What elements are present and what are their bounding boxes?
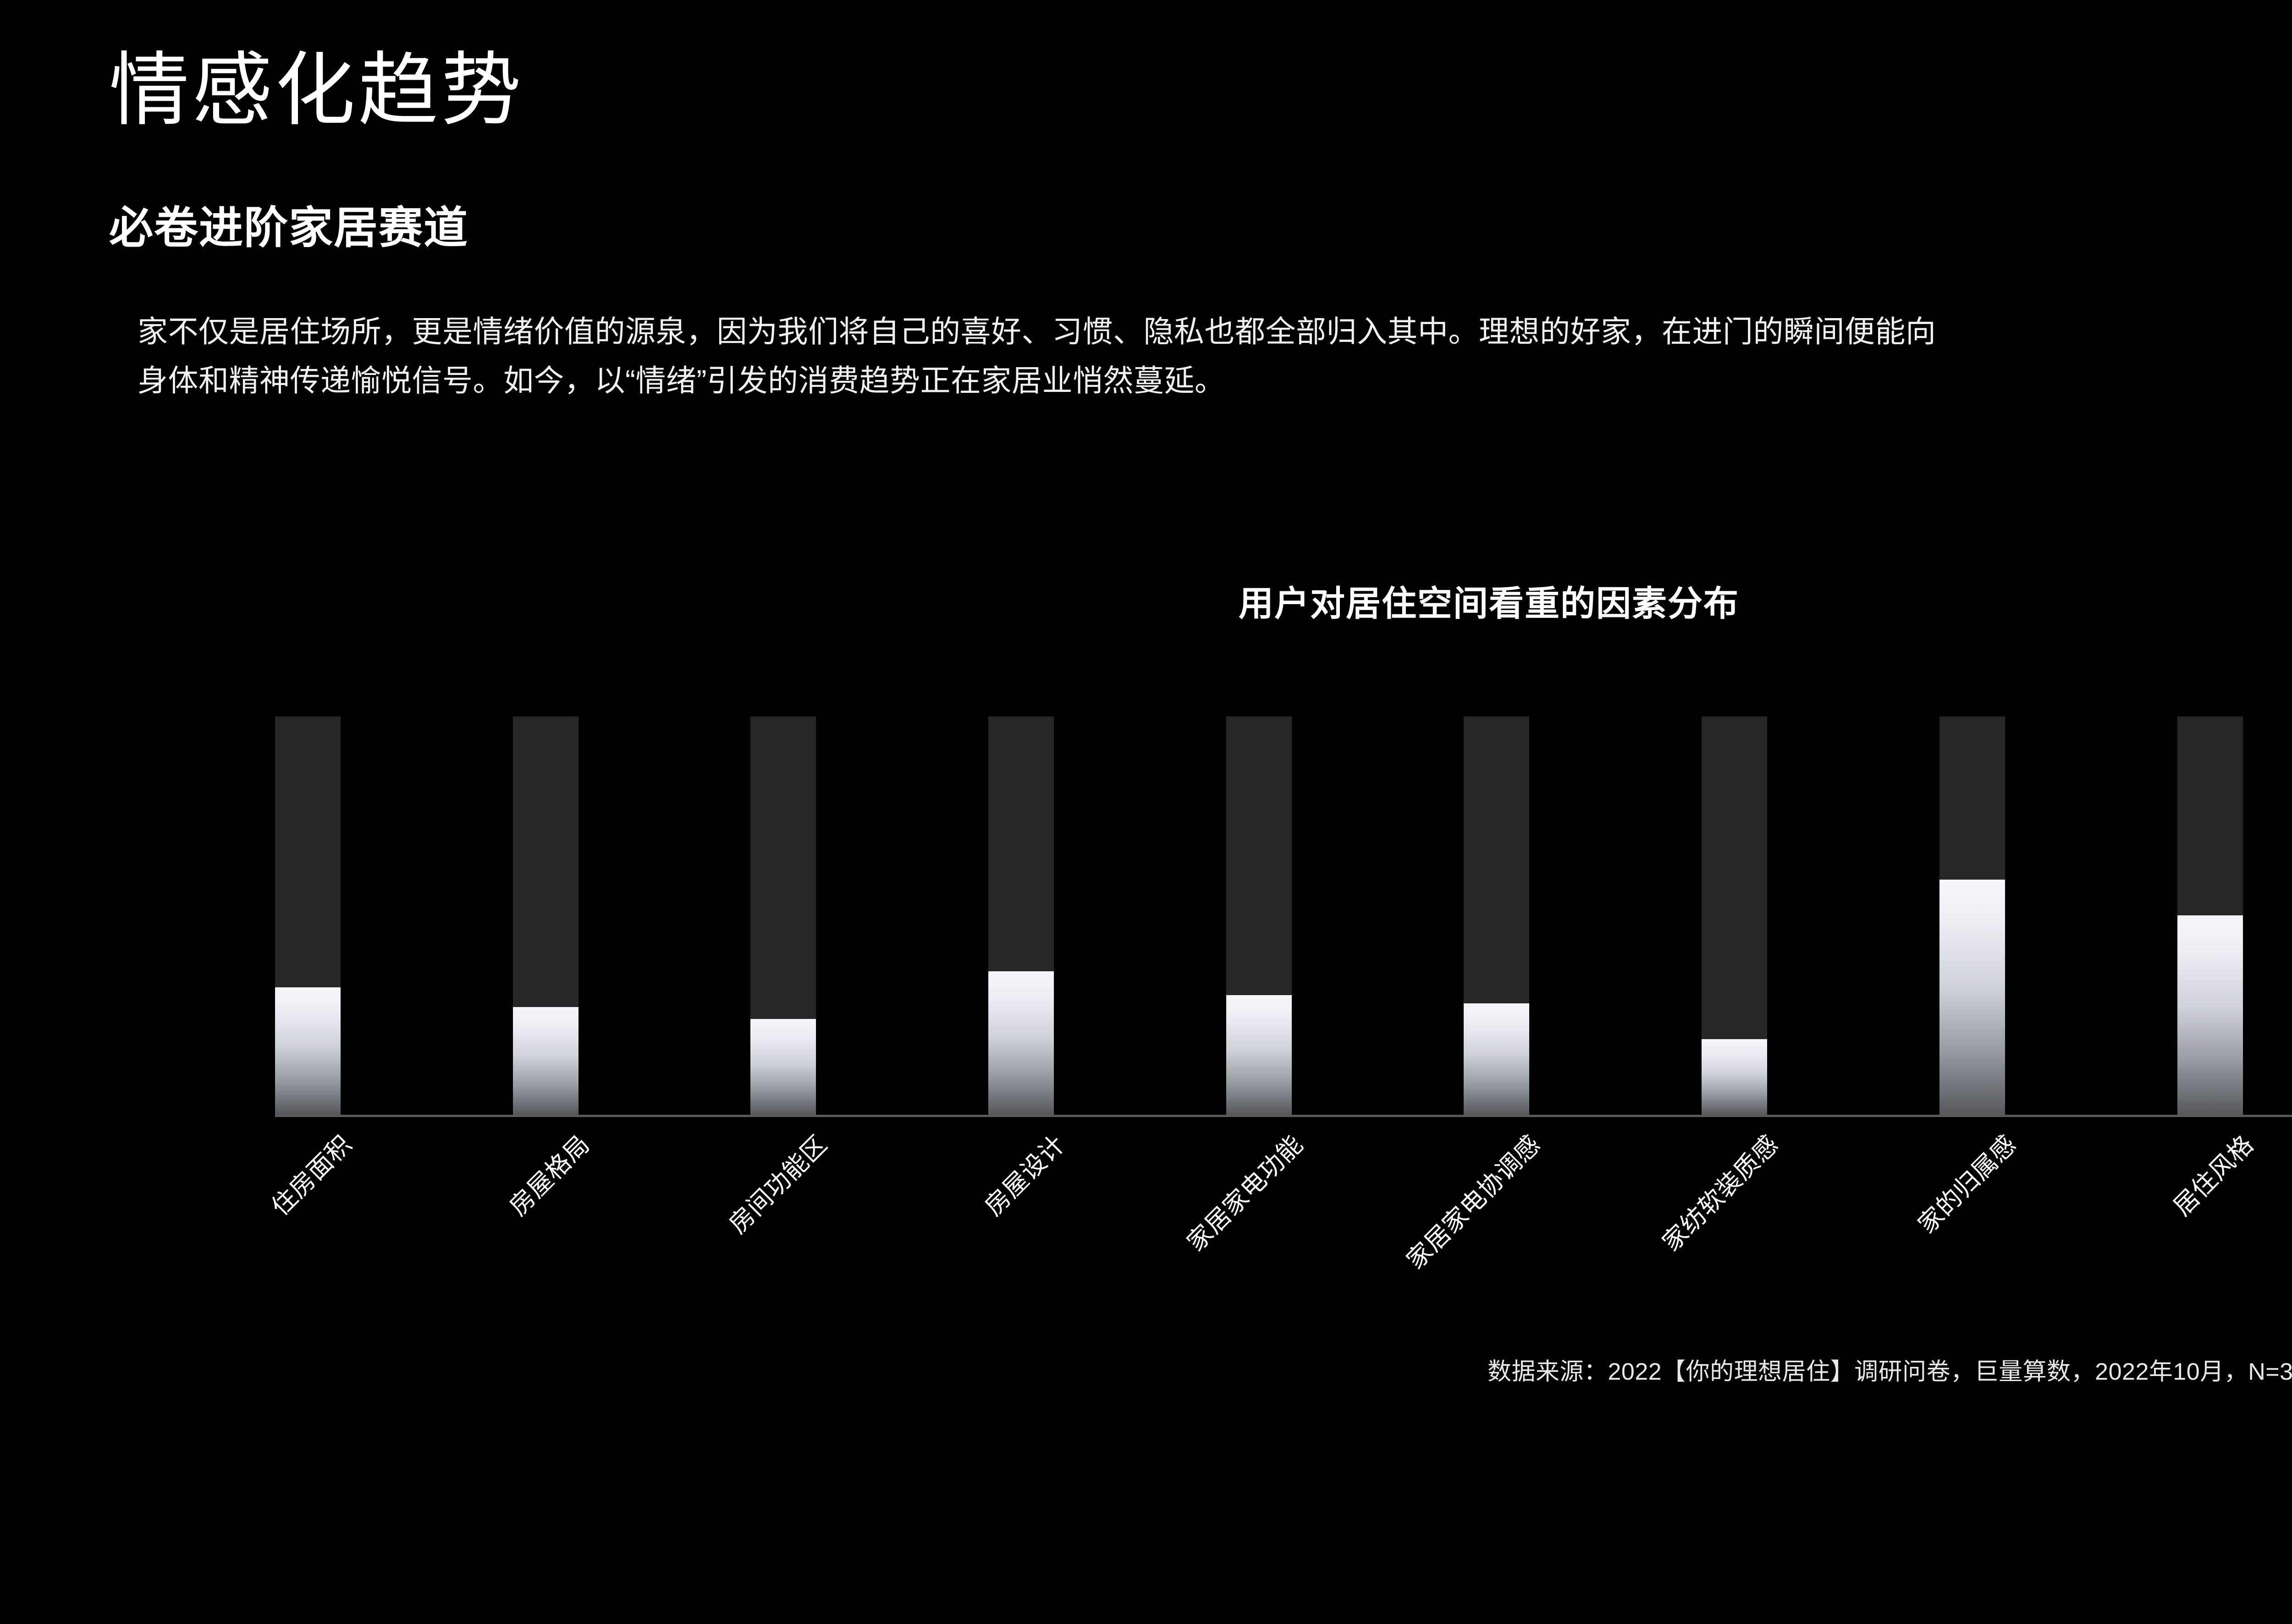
x-axis-label: 住房面积 (266, 1130, 358, 1221)
bar-slot[interactable] (750, 716, 816, 1115)
bar-chart (275, 716, 2292, 1117)
source-note: 数据来源：2022【你的理想居住】调研问卷，巨量算数，2022年10月，N=36… (1488, 1359, 2292, 1385)
body-paragraph: 家不仅是居住场所，更是情绪价值的源泉，因为我们将自己的喜好、习惯、隐私也都全部归… (138, 307, 2292, 405)
chart-title: 用户对居住空间看重的因素分布 (1239, 584, 1739, 623)
bar-fill (1939, 880, 2005, 1115)
body-line-2: 身体和精神传递愉悦信号。如今，以“情绪”引发的消费趋势正在家居业悄然蔓延。 (138, 363, 1225, 397)
x-axis-line (275, 1115, 2292, 1117)
x-axis-label: 家居家电功能 (1182, 1130, 1309, 1257)
bar-slot[interactable] (512, 716, 579, 1115)
bar-slot[interactable] (2177, 716, 2243, 1115)
bar-fill (275, 987, 341, 1115)
bar-fill (2177, 915, 2243, 1115)
bar-fill (512, 1007, 579, 1115)
bar-slot[interactable] (275, 716, 341, 1115)
x-axis-label: 家的归属感 (1913, 1130, 2022, 1239)
bar-slot[interactable] (988, 716, 1054, 1115)
bar-fill (1464, 1003, 1530, 1115)
x-axis-labels: 住房面积 房屋格局 房间功能区 房屋设计 家居家电功能 家居家电协调感 家纺软装质感 家的归属… (266, 1125, 2292, 1318)
bar-slot[interactable] (1702, 716, 1768, 1115)
page-subtitle: 必卷进阶家居赛道 (109, 204, 468, 253)
x-axis-label: 居住风格 (2168, 1130, 2259, 1221)
bar-fill (750, 1019, 816, 1115)
bar-fill (988, 971, 1054, 1115)
bar-series (275, 716, 2292, 1115)
bar-slot[interactable] (1226, 716, 1292, 1115)
bar-slot[interactable] (1464, 716, 1530, 1115)
bar-fill (1702, 1039, 1768, 1115)
body-line-1: 家不仅是居住场所，更是情绪价值的源泉，因为我们将自己的喜好、习惯、隐私也都全部归… (138, 314, 1936, 348)
x-axis-label: 房间功能区 (724, 1130, 833, 1239)
bar-slot[interactable] (1939, 716, 2005, 1115)
x-axis-label: 家居家电协调感 (1401, 1130, 1546, 1275)
page-title: 情感化趋势 (109, 46, 524, 135)
bar-fill (1226, 995, 1292, 1115)
x-axis-label: 家纺软装质感 (1657, 1130, 1784, 1257)
x-axis-label: 房屋设计 (980, 1130, 1071, 1221)
x-axis-label: 房屋格局 (504, 1130, 595, 1221)
